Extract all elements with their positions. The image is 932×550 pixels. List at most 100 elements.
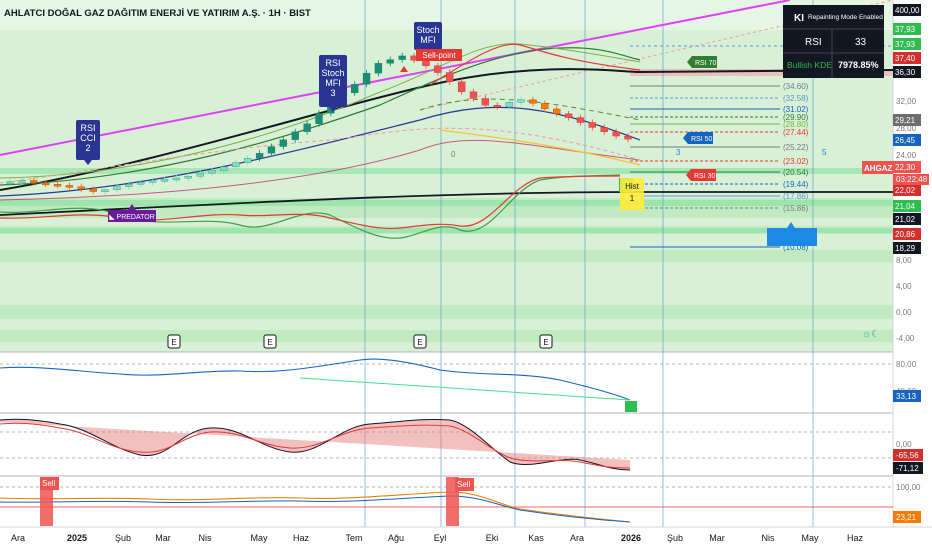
candle-body[interactable] — [600, 127, 608, 132]
time-tick-label: Ağu — [388, 533, 404, 543]
candle-body[interactable] — [255, 153, 264, 159]
earnings-label: E — [417, 338, 422, 347]
candle-body[interactable] — [553, 108, 561, 115]
price-tick-label: 8,00 — [896, 256, 912, 265]
candle-body[interactable] — [303, 123, 311, 132]
candle-body[interactable] — [517, 99, 525, 103]
candle-body[interactable] — [208, 170, 216, 174]
fib-level-label: (10.08) — [783, 243, 809, 252]
price-badge — [893, 228, 921, 240]
fib-level-label: (20.54) — [783, 168, 809, 177]
earnings-marker[interactable] — [167, 334, 181, 349]
rsi-level-label: RSI 30 — [694, 173, 716, 180]
candle-body[interactable] — [196, 172, 204, 177]
candle-body[interactable] — [469, 91, 478, 99]
candle-body[interactable] — [398, 55, 406, 60]
price-badge — [893, 4, 921, 16]
candle-body[interactable] — [18, 180, 26, 183]
earnings-label: E — [543, 338, 548, 347]
rsi-level-label: RSI 50 — [691, 136, 713, 143]
candle-body[interactable] — [244, 158, 252, 163]
candle-body[interactable] — [529, 99, 537, 104]
info-row2-label: Bullish KDE — [787, 60, 832, 70]
candle-body[interactable] — [374, 63, 383, 74]
candle-body[interactable] — [315, 113, 323, 124]
time-tick-label: Eki — [486, 533, 499, 543]
candle-body[interactable] — [137, 182, 145, 185]
candle-body[interactable] — [77, 186, 85, 190]
sell-tag[interactable] — [455, 478, 474, 491]
fib-level-label: (29.90) — [783, 113, 809, 122]
candle-body[interactable] — [113, 186, 121, 190]
signal-rsi-stoch-mfi-text: RSI — [325, 58, 340, 68]
hist-box[interactable] — [620, 178, 644, 210]
candle-body[interactable] — [564, 113, 573, 118]
blue-marker-box[interactable] — [767, 228, 817, 246]
candle-body[interactable] — [351, 84, 359, 94]
signal-rsi-stoch-mfi-text: MFI — [325, 78, 341, 88]
candle-body[interactable] — [220, 166, 228, 171]
signal-stoch-mfi-text: MFI — [420, 35, 436, 45]
candle-body[interactable] — [386, 59, 394, 64]
candle-body[interactable] — [148, 180, 157, 183]
candle-body[interactable] — [232, 162, 240, 168]
theme-icon[interactable]: ☼☾ — [862, 329, 880, 340]
rsi-level-tag — [686, 169, 716, 181]
candle-body[interactable] — [541, 103, 549, 110]
price-badge — [893, 213, 921, 225]
fib-level-label: (19.44) — [783, 180, 809, 189]
red-upper-line — [429, 43, 641, 86]
price-badge-label: 29,21 — [895, 116, 916, 125]
candle-body[interactable] — [446, 72, 454, 82]
candle-body[interactable] — [481, 98, 490, 106]
candle-body[interactable] — [89, 188, 97, 192]
countdown-label: 03:22:48 — [896, 175, 928, 184]
signal-rsi-stoch-mfi-pointer — [329, 107, 337, 112]
time-tick-label: Mar — [155, 533, 171, 543]
candle-body[interactable] — [493, 105, 501, 108]
predator-box[interactable] — [108, 210, 156, 222]
sell-tag[interactable] — [40, 477, 59, 490]
candle-body[interactable] — [30, 180, 38, 184]
candle-body[interactable] — [505, 102, 513, 107]
panel2-background — [0, 414, 893, 476]
candle-body[interactable] — [125, 184, 133, 187]
dashed-channel-line — [0, 127, 641, 184]
candle-body[interactable] — [267, 146, 276, 154]
candle-body[interactable] — [362, 73, 371, 85]
candle-body[interactable] — [457, 81, 466, 92]
support-band — [0, 168, 893, 174]
panel1-line — [0, 358, 631, 401]
earnings-marker[interactable] — [539, 334, 553, 349]
earnings-marker[interactable] — [413, 334, 427, 349]
price-badge — [893, 242, 921, 254]
candle-body[interactable] — [172, 177, 181, 181]
candle-body[interactable] — [422, 60, 430, 66]
candle-body[interactable] — [42, 182, 50, 186]
candle-body[interactable] — [291, 131, 299, 140]
signal-rsi-cci-pointer — [84, 160, 92, 165]
candle-body[interactable] — [6, 181, 14, 184]
signal-rsi-cci-box — [76, 120, 100, 160]
candle-body[interactable] — [588, 122, 596, 128]
candle-body[interactable] — [434, 65, 442, 73]
candle-body[interactable] — [101, 189, 109, 192]
navy-ma-line — [0, 106, 641, 197]
candle-body[interactable] — [576, 117, 585, 123]
candle-body[interactable] — [160, 179, 169, 182]
candle-body[interactable] — [184, 175, 192, 179]
sell-point-box[interactable] — [416, 49, 462, 61]
price-badge-label: 400,00 — [895, 6, 920, 15]
candle-body[interactable] — [279, 139, 287, 147]
candle-body[interactable] — [53, 184, 62, 187]
signal-stoch-mfi-box — [414, 22, 442, 50]
candle-body[interactable] — [612, 131, 620, 137]
panel2-last-badge — [893, 462, 923, 474]
candle-body[interactable] — [65, 185, 74, 188]
earnings-marker[interactable] — [263, 334, 277, 349]
candle-body[interactable] — [624, 135, 632, 140]
panel3-line-orange — [0, 491, 631, 523]
